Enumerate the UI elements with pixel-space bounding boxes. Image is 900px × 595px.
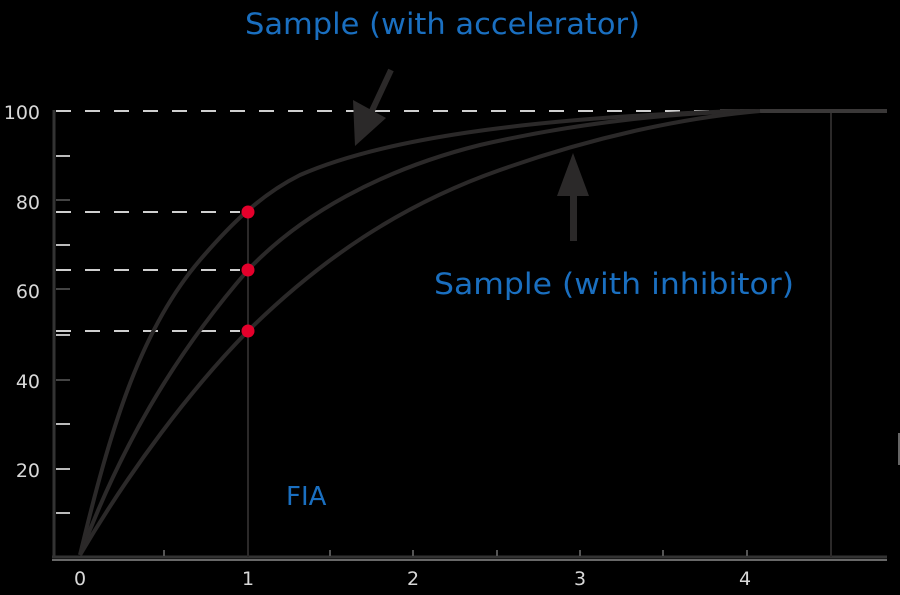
fia-label: FIA <box>286 482 327 512</box>
x-label-3: 3 <box>574 568 586 590</box>
y-label-100: 100 <box>4 102 40 124</box>
y-label-60: 60 <box>16 281 40 303</box>
x-label-4: 4 <box>739 568 751 590</box>
x-ticks <box>163 550 748 556</box>
annotation-inhibitor: Sample (with inhibitor) <box>434 267 794 301</box>
arrow-down-icon <box>353 68 394 146</box>
y-label-80: 80 <box>16 192 40 214</box>
curve-reference <box>78 109 761 556</box>
marker-reference <box>241 263 255 277</box>
x-label-1: 1 <box>242 568 254 590</box>
dashed-reference-lines <box>56 110 760 332</box>
x-label-0: 0 <box>74 568 86 590</box>
marker-accelerator <box>241 205 255 219</box>
y-ticks-dark <box>56 199 70 381</box>
curve-accelerator <box>78 109 741 556</box>
y-label-40: 40 <box>16 371 40 393</box>
y-label-20: 20 <box>16 460 40 482</box>
curve-inhibitor <box>78 109 761 557</box>
annotation-accelerator: Sample (with accelerator) <box>245 7 640 41</box>
arrow-up-icon <box>557 153 589 241</box>
x-label-2: 2 <box>407 568 419 590</box>
y-ticks <box>56 155 70 514</box>
marker-inhibitor <box>241 324 255 338</box>
data-markers <box>241 205 255 338</box>
